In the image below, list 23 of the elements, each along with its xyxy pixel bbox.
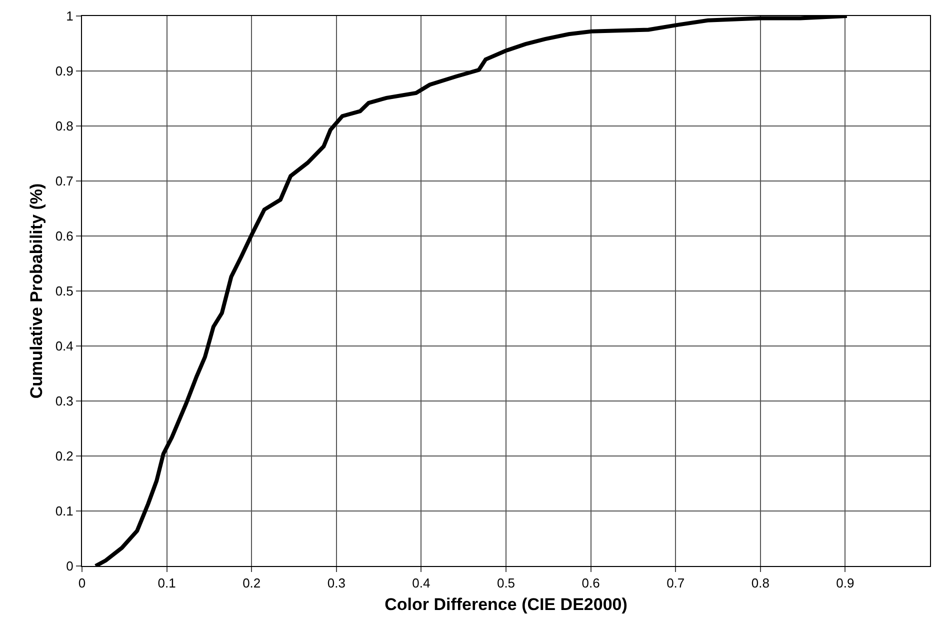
y-tick-label: 0.6: [55, 228, 74, 244]
x-tick-label: 0.4: [412, 576, 430, 591]
x-axis-title: Color Difference (CIE DE2000): [384, 595, 628, 614]
y-tick-label: 0.1: [55, 504, 74, 519]
x-tick-label: 0.2: [242, 576, 261, 591]
y-tick-label: 0: [66, 558, 74, 574]
y-tick-label: 0.9: [55, 64, 74, 79]
x-tick-label: 0.9: [836, 576, 854, 591]
x-tick-label: 0.7: [666, 576, 685, 591]
x-tick-label: 0.3: [327, 576, 346, 591]
x-tick-label: 0.8: [751, 576, 770, 591]
y-tick-label: 0.7: [55, 174, 74, 189]
y-tick-label: 0.3: [55, 394, 74, 409]
y-tick-label: 0.2: [55, 448, 74, 464]
y-tick-label: 1: [66, 8, 74, 24]
y-tick-label: 0.5: [55, 284, 74, 299]
x-tick-label: 0.6: [582, 576, 600, 591]
x-tick-label: 0.1: [158, 576, 176, 591]
y-tick-label: 0.4: [55, 338, 74, 354]
y-axis-title: Cumulative Probability (%): [26, 183, 46, 399]
y-tick-label: 0.8: [55, 118, 74, 134]
x-tick-label: 0.5: [496, 576, 516, 591]
x-tick-label: 0: [78, 576, 86, 591]
